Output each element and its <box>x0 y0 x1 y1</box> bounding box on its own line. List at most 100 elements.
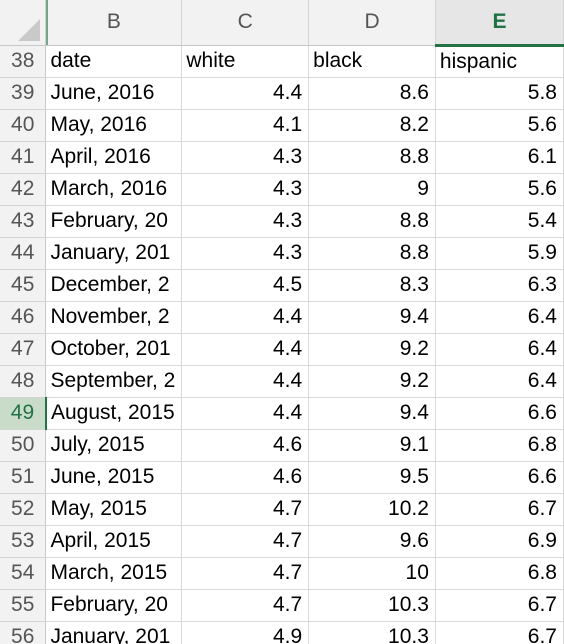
cell-d[interactable]: 10.2 <box>308 493 436 526</box>
cell-b[interactable]: May, 2015 <box>45 493 183 526</box>
row-number[interactable]: 38 <box>0 45 47 78</box>
cell-e[interactable]: 5.9 <box>435 237 564 270</box>
cell-b[interactable]: April, 2016 <box>45 141 183 174</box>
cell-c[interactable]: 4.7 <box>181 525 310 558</box>
cell-c[interactable]: 4.7 <box>181 589 310 622</box>
cell-b[interactable]: May, 2016 <box>45 109 183 142</box>
cell-e[interactable]: 6.7 <box>435 589 564 622</box>
cell-d[interactable]: 10.3 <box>308 621 436 644</box>
cell-c[interactable]: 4.3 <box>181 173 310 206</box>
cell-e[interactable]: 6.4 <box>435 365 564 398</box>
cell-d[interactable]: 9.2 <box>308 333 436 366</box>
cell-b[interactable]: June, 2015 <box>45 461 183 494</box>
cell-d[interactable]: 9.6 <box>308 525 436 558</box>
cell-c[interactable]: 4.9 <box>181 621 310 644</box>
cell-c[interactable]: 4.4 <box>181 77 310 110</box>
cell-d[interactable]: 8.8 <box>308 237 436 270</box>
cell-d[interactable]: 9.4 <box>308 301 436 334</box>
cell-d[interactable]: 8.8 <box>308 205 436 238</box>
cell-b[interactable]: November, 2 <box>45 301 183 334</box>
row-number[interactable]: 47 <box>0 333 47 366</box>
cell-c[interactable]: 4.7 <box>181 557 310 590</box>
cell-b[interactable]: October, 201 <box>45 333 183 366</box>
cell-e[interactable]: 5.6 <box>435 109 564 142</box>
cell-c[interactable]: 4.1 <box>181 109 310 142</box>
cell-d[interactable]: 9.2 <box>308 365 436 398</box>
cell-e[interactable]: 6.7 <box>435 621 564 644</box>
row-number[interactable]: 56 <box>0 621 47 644</box>
cell-e[interactable]: 5.4 <box>435 205 564 238</box>
cell-e[interactable]: 6.8 <box>435 429 564 462</box>
cell-c[interactable]: 4.3 <box>181 237 310 270</box>
cell-b[interactable]: July, 2015 <box>45 429 183 462</box>
cell-c[interactable]: 4.3 <box>181 141 310 174</box>
row-number[interactable]: 49 <box>0 397 47 430</box>
cell-b[interactable]: June, 2016 <box>45 77 183 110</box>
cell-c[interactable]: 4.6 <box>181 429 310 462</box>
cell-b[interactable]: February, 20 <box>45 205 183 238</box>
column-header-e[interactable]: E <box>435 0 564 47</box>
cell-e[interactable]: 6.9 <box>435 525 564 558</box>
cell-c[interactable]: 4.4 <box>181 397 310 430</box>
cell-b[interactable]: February, 20 <box>45 589 183 622</box>
select-all-corner[interactable] <box>0 0 47 46</box>
column-header-c[interactable]: C <box>181 0 310 46</box>
cell-c[interactable]: 4.6 <box>181 461 310 494</box>
cell-d[interactable]: black <box>308 45 436 78</box>
cell-b[interactable]: date <box>45 45 183 78</box>
cell-e[interactable]: 6.6 <box>435 461 564 494</box>
cell-e[interactable]: 6.7 <box>435 493 564 526</box>
row-number[interactable]: 52 <box>0 493 47 526</box>
cell-d[interactable]: 9.5 <box>308 461 436 494</box>
cell-c[interactable]: 4.4 <box>181 301 310 334</box>
row-number[interactable]: 39 <box>0 77 47 110</box>
row-number[interactable]: 44 <box>0 237 47 270</box>
cell-d[interactable]: 9 <box>308 173 436 206</box>
cell-e[interactable]: 5.6 <box>435 173 564 206</box>
row-number[interactable]: 55 <box>0 589 47 622</box>
cell-e[interactable]: 6.4 <box>435 333 564 366</box>
cell-b[interactable]: August, 2015 <box>45 397 183 430</box>
cell-e[interactable]: 6.6 <box>435 397 564 430</box>
cell-e[interactable]: 6.4 <box>435 301 564 334</box>
cell-e[interactable]: 5.8 <box>435 77 564 110</box>
cell-d[interactable]: 10.3 <box>308 589 436 622</box>
row-number[interactable]: 45 <box>0 269 47 302</box>
cell-d[interactable]: 10 <box>308 557 436 590</box>
row-number[interactable]: 51 <box>0 461 47 494</box>
cell-c[interactable]: 4.7 <box>181 493 310 526</box>
cell-b[interactable]: March, 2015 <box>45 557 183 590</box>
cell-d[interactable]: 9.1 <box>308 429 436 462</box>
row-number[interactable]: 50 <box>0 429 47 462</box>
row-number[interactable]: 41 <box>0 141 47 174</box>
cell-c[interactable]: 4.5 <box>181 269 310 302</box>
row-number[interactable]: 40 <box>0 109 47 142</box>
cell-d[interactable]: 9.4 <box>308 397 436 430</box>
column-header-b[interactable]: B <box>45 0 183 46</box>
cell-c[interactable]: white <box>181 45 310 78</box>
row-number[interactable]: 42 <box>0 173 47 206</box>
cell-e[interactable]: 6.1 <box>435 141 564 174</box>
cell-c[interactable]: 4.3 <box>181 205 310 238</box>
cell-d[interactable]: 8.8 <box>308 141 436 174</box>
cell-d[interactable]: 8.2 <box>308 109 436 142</box>
cell-b[interactable]: March, 2016 <box>45 173 183 206</box>
row-number[interactable]: 43 <box>0 205 47 238</box>
cell-e[interactable]: 6.8 <box>435 557 564 590</box>
row-number[interactable]: 54 <box>0 557 47 590</box>
row-number[interactable]: 48 <box>0 365 47 398</box>
cell-b[interactable]: January, 201 <box>45 621 183 644</box>
cell-d[interactable]: 8.3 <box>308 269 436 302</box>
cell-c[interactable]: 4.4 <box>181 333 310 366</box>
row-number[interactable]: 53 <box>0 525 47 558</box>
cell-d[interactable]: 8.6 <box>308 77 436 110</box>
cell-b[interactable]: December, 2 <box>45 269 183 302</box>
cell-b[interactable]: April, 2015 <box>45 525 183 558</box>
cell-e[interactable]: hispanic <box>435 45 564 78</box>
row-number[interactable]: 46 <box>0 301 47 334</box>
column-header-d[interactable]: D <box>308 0 436 46</box>
cell-b[interactable]: January, 201 <box>45 237 183 270</box>
cell-b[interactable]: September, 2 <box>45 365 183 398</box>
cell-c[interactable]: 4.4 <box>181 365 310 398</box>
